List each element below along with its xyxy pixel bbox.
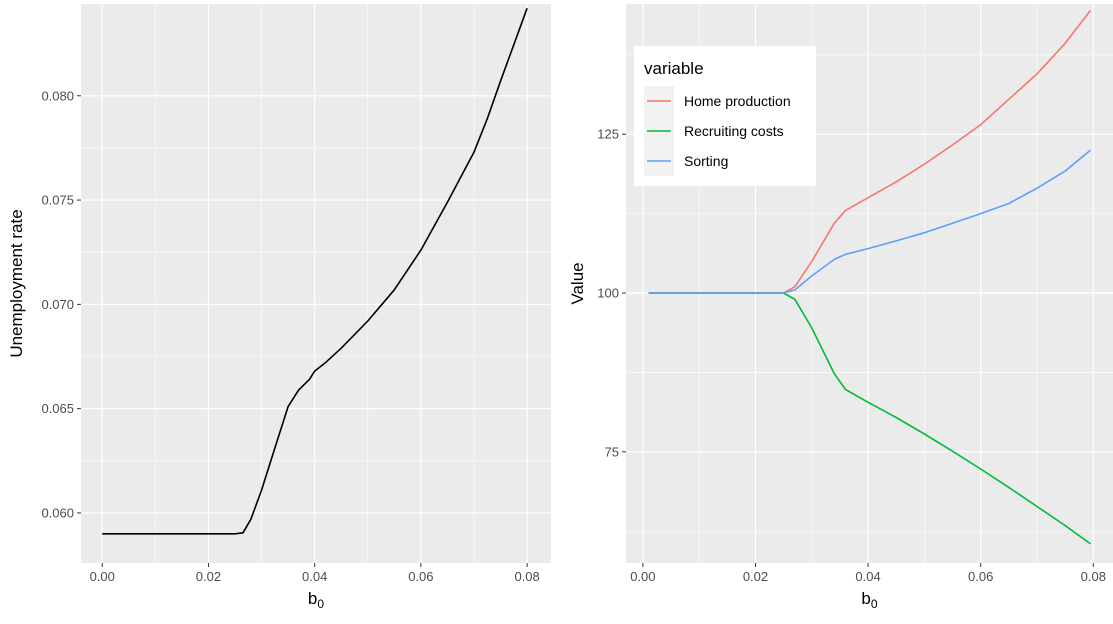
x-axis-title: b0 — [308, 589, 324, 611]
legend: variable Home production Recruiting costs S… — [634, 46, 816, 186]
x-axis-title-subscript: 0 — [871, 597, 878, 611]
series-line-1 — [102, 7, 528, 535]
y-tick-label: 0.080 — [41, 88, 74, 103]
x-tick-label: 0.04 — [302, 569, 327, 584]
y-tick-label: 75 — [605, 444, 619, 459]
legend-label: Sorting — [684, 153, 728, 169]
legend-label: Recruiting costs — [684, 123, 784, 139]
plot-background — [81, 4, 551, 563]
y-axis-title: Unemployment rate — [7, 209, 26, 357]
y-tick-label: 0.065 — [41, 401, 74, 416]
y-tick-label: 0.070 — [41, 297, 74, 312]
y-tick-label: 0.075 — [41, 193, 74, 208]
x-tick-label: 0.08 — [1081, 569, 1106, 584]
panel-2: 0.00 0.02 0.04 0.06 0.08 75 100 125 b0 Value varia… — [568, 4, 1113, 611]
x-axis-title-subscript: 0 — [317, 597, 324, 611]
series-line-sorting — [648, 149, 1092, 294]
legend-label: Home production — [684, 93, 791, 109]
x-axis-title: b0 — [861, 589, 877, 611]
x-tick-label: 0.06 — [968, 569, 993, 584]
panel-1: 0.00 0.02 0.04 0.06 0.08 0.060 0.065 0.070 0.075… — [7, 4, 551, 611]
y-tick-label: 125 — [597, 127, 619, 142]
x-tick-label: 0.04 — [855, 569, 880, 584]
x-tick-label: 0.00 — [630, 569, 655, 584]
x-tick-label: 0.02 — [743, 569, 768, 584]
x-tick-label: 0.00 — [90, 569, 115, 584]
x-tick-label: 0.02 — [196, 569, 221, 584]
x-tick-label: 0.06 — [408, 569, 433, 584]
y-tick-label: 100 — [597, 286, 619, 301]
legend-title: variable — [644, 59, 704, 78]
x-tick-label: 0.08 — [514, 569, 539, 584]
y-axis-title: Value — [568, 262, 587, 304]
y-tick-label: 0.060 — [41, 505, 74, 520]
